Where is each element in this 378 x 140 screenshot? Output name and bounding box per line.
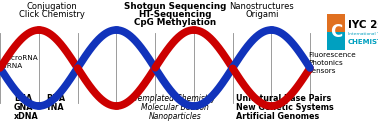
Text: Origami: Origami	[245, 10, 279, 19]
Text: IYC 2011: IYC 2011	[348, 20, 378, 30]
Text: HT-Sequencing: HT-Sequencing	[138, 10, 212, 19]
Text: GNA: GNA	[14, 103, 34, 112]
Text: TNA: TNA	[46, 103, 65, 112]
Text: International Year of: International Year of	[348, 32, 378, 36]
Text: C: C	[330, 23, 342, 41]
Text: LNA: LNA	[14, 94, 32, 103]
Bar	[327, 32, 345, 50]
Text: Unnatural Base Pairs: Unnatural Base Pairs	[236, 94, 331, 103]
Text: New Genetic Systems: New Genetic Systems	[236, 103, 334, 112]
Text: CpG Methylation: CpG Methylation	[134, 18, 216, 27]
Text: Artificial Genomes: Artificial Genomes	[236, 112, 319, 121]
Text: Shotgun Sequencing: Shotgun Sequencing	[124, 2, 226, 11]
Text: siRNA: siRNA	[2, 63, 23, 69]
Text: Click Chemistry: Click Chemistry	[19, 10, 85, 19]
Text: Nanostructures: Nanostructures	[229, 2, 294, 11]
Text: Nanoparticles: Nanoparticles	[149, 112, 201, 121]
Text: Fluorescence: Fluorescence	[308, 52, 356, 58]
Text: Templated Chemistry: Templated Chemistry	[134, 94, 216, 103]
Text: microRNA: microRNA	[2, 55, 38, 61]
Text: Photonics: Photonics	[308, 60, 343, 66]
Text: Sensors: Sensors	[308, 68, 336, 74]
Text: CHEMISTRY: CHEMISTRY	[348, 39, 378, 45]
Text: xDNA: xDNA	[14, 112, 39, 121]
Text: BNA: BNA	[46, 94, 65, 103]
Bar	[327, 14, 345, 32]
Text: Conjugation: Conjugation	[26, 2, 77, 11]
Text: Molecular Beacon: Molecular Beacon	[141, 103, 209, 112]
